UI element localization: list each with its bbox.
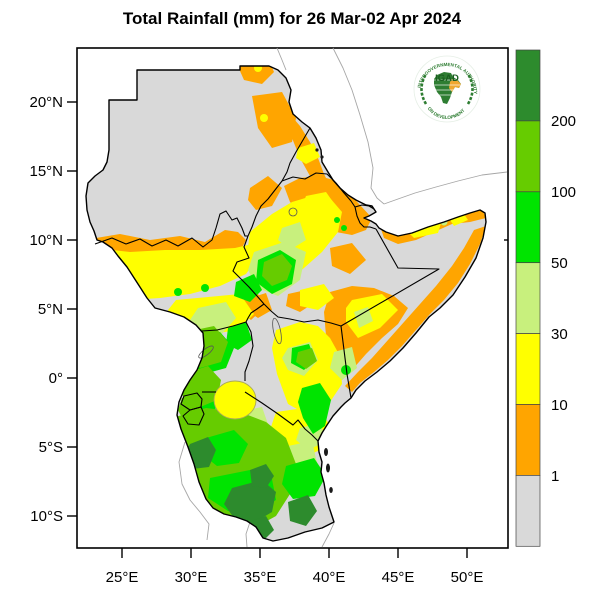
border-eritrea-djibouti xyxy=(354,204,375,210)
yemen-coastline xyxy=(383,171,508,205)
mozambique-coastline xyxy=(321,522,335,548)
legend-swatch-1-10 xyxy=(515,404,541,476)
colorbar-legend: 200 100 50 30 10 1 xyxy=(515,49,576,547)
rain-patch-bright-green xyxy=(234,274,262,302)
y-tick-label: 15°N xyxy=(29,163,63,180)
rain-patch-yellow xyxy=(302,192,340,228)
border-eritrea-ethiopia xyxy=(281,172,356,208)
legend-swatch-50-100 xyxy=(515,191,541,264)
country-borders xyxy=(85,65,487,542)
lake-malawi-line xyxy=(245,521,251,548)
lake-turkana xyxy=(272,317,282,345)
rain-patch-bright-green xyxy=(226,322,252,350)
chart-title: Total Rainfall (mm) for 26 Mar-02 Apr 20… xyxy=(123,9,462,28)
neighbor-coastlines xyxy=(178,47,508,548)
island-pemba xyxy=(324,448,328,456)
igad-logo: INTERGOVERNMENTAL AUTHORITY ON DEVELOPME… xyxy=(406,55,488,123)
rain-patch-orange xyxy=(252,92,296,148)
border-djibouti-ethiopia-somalia xyxy=(354,206,377,230)
rain-patch-orange xyxy=(345,226,486,392)
island-mafia xyxy=(329,487,333,493)
rain-patch-bright-green xyxy=(174,288,182,296)
rain-patch-yellow xyxy=(260,114,268,122)
legend-label-30: 30 xyxy=(551,326,568,343)
legend-swatch-below-1 xyxy=(515,475,541,547)
rain-patch-bright-green xyxy=(282,458,326,499)
border-kenya-somalia xyxy=(340,325,352,399)
rain-patch-bright-green xyxy=(298,383,331,434)
border-sudan-eritrea xyxy=(281,127,311,182)
legend-label-50: 50 xyxy=(551,255,568,272)
x-tick-label: 30°E xyxy=(175,569,208,586)
rain-patch-dark-green xyxy=(224,480,276,524)
rain-patch-medium-green xyxy=(178,394,202,424)
rain-patch-bright-green xyxy=(334,217,340,223)
legend-label-10: 10 xyxy=(551,397,568,414)
y-tick-label: 5°S xyxy=(39,439,63,456)
rain-patch-orange xyxy=(248,176,282,210)
rain-patch-yellow xyxy=(296,143,320,164)
y-tick-label: 5°N xyxy=(38,301,63,318)
rain-patch-pale-green xyxy=(354,307,373,328)
rain-patch-medium-green xyxy=(262,254,292,286)
legend-label-100: 100 xyxy=(551,184,576,201)
map-land-and-rainfall xyxy=(86,66,486,541)
y-axis: 20°N 15°N 10°N 5°N 0° 5°S 10°S xyxy=(29,94,508,525)
rain-patch-pale-green xyxy=(190,302,236,336)
y-tick-label: 20°N xyxy=(29,94,63,111)
rain-patch-dark-green xyxy=(288,495,317,526)
border-sudan-southsudan xyxy=(94,210,248,248)
drc-zambia-lines xyxy=(178,441,210,541)
legend-label-1: 1 xyxy=(551,468,559,485)
lake-victoria xyxy=(213,380,257,420)
border-burundi xyxy=(182,406,205,426)
island-dahlak xyxy=(315,148,319,152)
rain-patch-pale-green xyxy=(278,222,306,250)
x-tick-label: 25°E xyxy=(106,569,139,586)
x-tick-label: 35°E xyxy=(244,569,277,586)
legend-label-200: 200 xyxy=(551,113,576,130)
island-dahlak xyxy=(320,155,324,159)
border-kenya-uganda xyxy=(244,321,254,381)
islands xyxy=(315,148,333,493)
x-tick-label: 50°E xyxy=(451,569,484,586)
legend-swatch-100-200 xyxy=(515,120,541,193)
egypt-coastline xyxy=(276,47,287,71)
saudi-arabia-coastline xyxy=(332,47,385,205)
border-kenya-tanzania xyxy=(244,391,319,442)
logo-igad-region-highlight xyxy=(449,79,461,92)
y-tick-label: 0° xyxy=(49,370,63,387)
legend-swatch-30-50 xyxy=(515,262,541,334)
x-axis: 25°E 30°E 35°E 40°E 45°E 50°E xyxy=(106,548,484,586)
border-sudan-ethiopia xyxy=(247,180,283,237)
logo-wreath-right xyxy=(466,73,474,105)
x-tick-label: 45°E xyxy=(382,569,415,586)
border-ethiopia-somalia xyxy=(340,228,440,327)
rain-patch-medium-green xyxy=(296,348,317,369)
lake-tana xyxy=(288,207,298,217)
rain-patch-yellow xyxy=(254,66,262,72)
rain-patch-dark-green xyxy=(250,464,274,488)
border-southsudan-kenya-uganda xyxy=(201,303,265,332)
rain-patch-orange xyxy=(236,66,274,84)
rain-patch-bright-green xyxy=(202,430,248,466)
border-southsudan-ethiopia xyxy=(232,235,265,305)
rain-patch-bright-green xyxy=(201,284,209,292)
rain-patch-bright-green xyxy=(341,225,347,231)
rain-patch-orange xyxy=(330,243,366,274)
legend-swatch-10-30 xyxy=(515,333,541,405)
logo-wreath-left xyxy=(420,73,428,105)
lakes xyxy=(198,207,298,420)
y-tick-label: 10°N xyxy=(29,232,63,249)
logo-acronym: IGAD xyxy=(435,73,459,84)
border-ethiopia-kenya xyxy=(263,303,342,327)
rain-patch-yellow xyxy=(300,284,334,310)
x-tick-label: 40°E xyxy=(313,569,346,586)
legend-swatch-over-200 xyxy=(515,49,541,122)
y-tick-label: 10°S xyxy=(30,508,63,525)
lake-albert xyxy=(198,345,214,359)
island-zanzibar xyxy=(326,463,330,473)
